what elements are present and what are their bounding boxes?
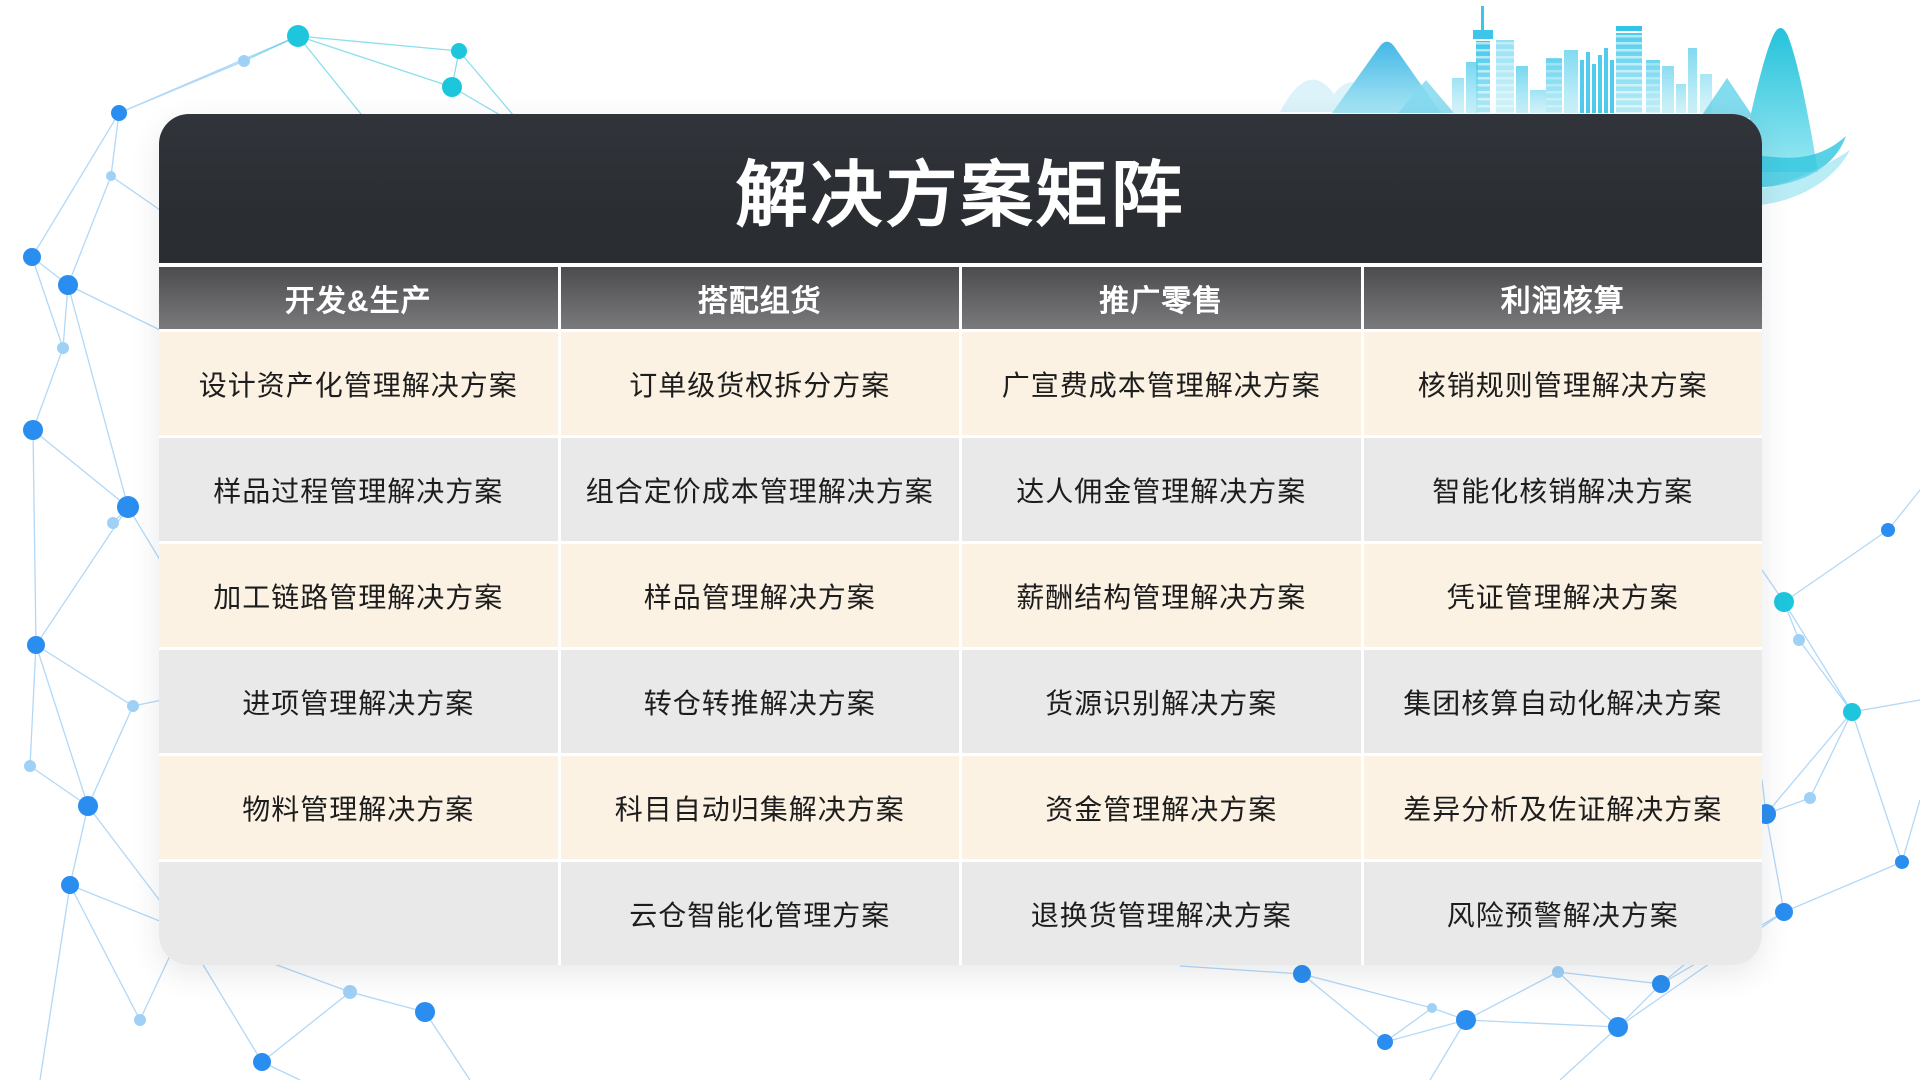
solution-cell: 智能化核销解决方案 [1363, 438, 1762, 541]
solution-cell: 风险预警解决方案 [1363, 862, 1762, 965]
solution-cell: 达人佣金管理解决方案 [962, 438, 1361, 541]
solution-cell: 凭证管理解决方案 [1363, 544, 1762, 647]
solution-cell: 资金管理解决方案 [962, 756, 1361, 859]
solution-cell: 样品过程管理解决方案 [159, 438, 558, 541]
solution-cell: 差异分析及佐证解决方案 [1363, 756, 1762, 859]
solution-cell: 核销规则管理解决方案 [1363, 332, 1762, 435]
page-title: 解决方案矩阵 [735, 156, 1186, 236]
solution-matrix-panel: 解决方案矩阵 开发&生产 搭配组货 推广零售 利润核算设计资产化管理解决方案 订单级货权… [159, 114, 1762, 965]
solution-cell: 样品管理解决方案 [560, 544, 959, 647]
column-header-4: 利润核算 [1363, 267, 1762, 329]
solution-cell: 订单级货权拆分方案 [560, 332, 959, 435]
solution-cell: 进项管理解决方案 [159, 650, 558, 753]
solution-cell: 云仓智能化管理方案 [560, 862, 959, 965]
solution-cell: 设计资产化管理解决方案 [159, 332, 558, 435]
solution-cell: 退换货管理解决方案 [962, 862, 1361, 965]
solution-cell: 科目自动归集解决方案 [560, 756, 959, 859]
solution-cell: 集团核算自动化解决方案 [1363, 650, 1762, 753]
solution-cell: 广宣费成本管理解决方案 [962, 332, 1361, 435]
column-header-1: 开发&生产 [159, 267, 558, 329]
solution-matrix-table: 开发&生产 搭配组货 推广零售 利润核算设计资产化管理解决方案 订单级货权拆分方案 广宣费… [159, 267, 1762, 965]
solution-cell: 转仓转推解决方案 [560, 650, 959, 753]
solution-cell: 货源识别解决方案 [962, 650, 1361, 753]
title-banner: 解决方案矩阵 [159, 114, 1762, 263]
solution-cell: 薪酬结构管理解决方案 [962, 544, 1361, 647]
column-header-3: 推广零售 [962, 267, 1361, 329]
solution-cell [159, 862, 558, 965]
solution-cell: 加工链路管理解决方案 [159, 544, 558, 647]
column-header-2: 搭配组货 [560, 267, 959, 329]
solution-cell: 物料管理解决方案 [159, 756, 558, 859]
solution-cell: 组合定价成本管理解决方案 [560, 438, 959, 541]
